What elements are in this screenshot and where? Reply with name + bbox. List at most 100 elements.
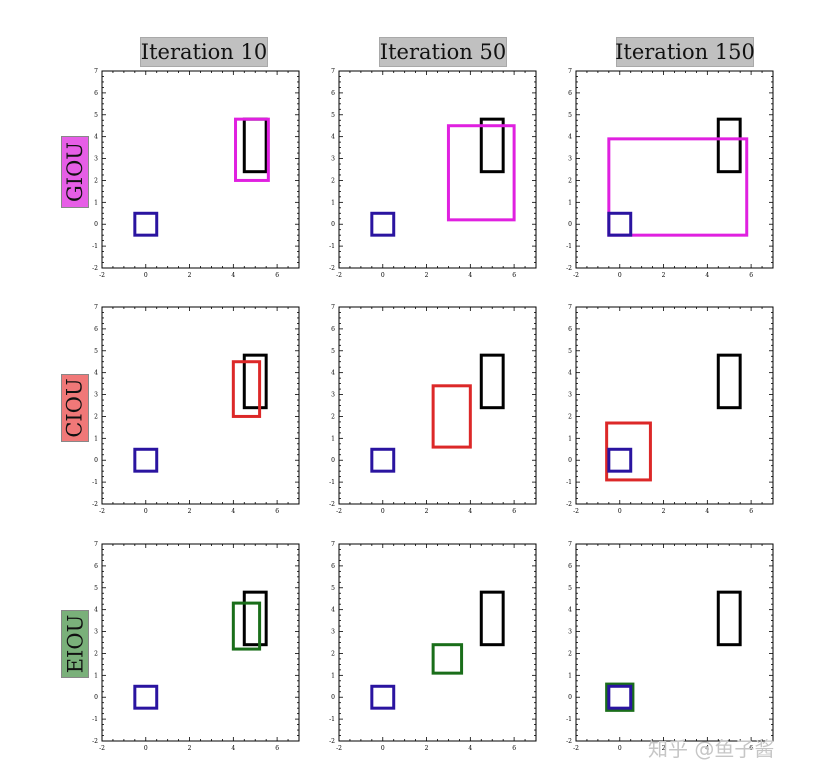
x-tick-label: 4 — [468, 272, 472, 279]
y-tick-label: 4 — [94, 370, 98, 377]
x-tick-label: 6 — [749, 745, 753, 752]
x-tick-label: -2 — [573, 508, 579, 515]
y-tick-label: -2 — [566, 265, 572, 272]
x-tick-label: -2 — [99, 272, 105, 279]
x-tick-label: 6 — [512, 745, 516, 752]
panel-frame — [338, 543, 537, 742]
x-tick-label: 4 — [705, 508, 709, 515]
y-tick-label: -1 — [566, 716, 572, 723]
y-tick-label: 5 — [568, 112, 572, 119]
y-tick-label: 5 — [94, 585, 98, 592]
panel-giou-iteration-150: -2 0 2 4 6 -2 -1 0 1 2 3 4 5 6 7 — [566, 68, 774, 279]
y-tick-label: 6 — [331, 326, 335, 333]
x-tick-label: 4 — [705, 745, 709, 752]
y-tick-label: 3 — [568, 392, 572, 399]
panel-giou-iteration-50: -2 0 2 4 6 -2 -1 0 1 2 3 4 5 6 7 — [329, 68, 537, 279]
anchor-box — [370, 684, 396, 710]
anchor-box — [607, 684, 633, 710]
x-tick-label: 4 — [231, 745, 235, 752]
x-tick-label: 2 — [662, 745, 666, 752]
y-tick-label: -1 — [92, 479, 98, 486]
panel-eiou-iteration-10: -2 0 2 4 6 -2 -1 0 1 2 3 4 5 6 7 — [92, 541, 300, 752]
anchor-box — [370, 211, 396, 237]
x-tick-label: -2 — [573, 272, 579, 279]
y-tick-label: 3 — [568, 156, 572, 163]
y-tick-label: 2 — [331, 650, 335, 657]
y-tick-label: 5 — [331, 112, 335, 119]
x-tick-label: -2 — [99, 745, 105, 752]
y-tick-label: 4 — [331, 607, 335, 614]
y-tick-label: 4 — [568, 134, 572, 141]
y-tick-label: 7 — [331, 68, 335, 75]
x-tick-label: 4 — [231, 508, 235, 515]
y-tick-label: 1 — [331, 199, 335, 206]
y-tick-label: 1 — [568, 672, 572, 679]
y-tick-label: 4 — [331, 134, 335, 141]
x-tick-label: 2 — [662, 508, 666, 515]
y-tick-label: 5 — [94, 112, 98, 119]
y-tick-label: 6 — [331, 90, 335, 97]
y-tick-label: 1 — [568, 435, 572, 442]
target-box — [716, 353, 742, 410]
y-tick-label: 2 — [331, 177, 335, 184]
watermark: 知乎 @鱼子酱 — [648, 737, 775, 761]
panel-ciou-iteration-50: -2 0 2 4 6 -2 -1 0 1 2 3 4 5 6 7 — [329, 304, 537, 515]
y-tick-label: 7 — [94, 541, 98, 548]
x-tick-label: 0 — [618, 508, 622, 515]
y-tick-label: 4 — [331, 370, 335, 377]
y-tick-label: -1 — [566, 243, 572, 250]
row-title-giou: GIOU — [61, 136, 89, 208]
y-tick-label: 5 — [94, 348, 98, 355]
y-tick-label: -1 — [92, 716, 98, 723]
y-tick-label: 3 — [331, 156, 335, 163]
x-tick-label: 6 — [512, 508, 516, 515]
y-tick-label: 3 — [94, 156, 98, 163]
y-tick-label: 5 — [331, 585, 335, 592]
y-tick-label: 2 — [331, 413, 335, 420]
y-tick-label: 4 — [94, 134, 98, 141]
x-tick-label: 4 — [468, 745, 472, 752]
y-tick-label: 3 — [94, 392, 98, 399]
panel-eiou-iteration-150: -2 0 2 4 6 -2 -1 0 1 2 3 4 5 6 7 — [566, 541, 774, 752]
predicted-box — [431, 643, 464, 675]
y-tick-label: 7 — [568, 68, 572, 75]
x-tick-label: 2 — [188, 745, 192, 752]
predicted-box — [446, 124, 516, 222]
y-tick-label: 1 — [331, 435, 335, 442]
y-tick-label: 0 — [331, 694, 335, 701]
y-tick-label: 1 — [94, 672, 98, 679]
x-tick-label: -2 — [336, 508, 342, 515]
target-box — [242, 117, 268, 174]
y-tick-label: -2 — [92, 501, 98, 508]
y-tick-label: -1 — [329, 479, 335, 486]
predicted-box — [605, 421, 652, 482]
target-box — [242, 590, 268, 647]
y-tick-label: 5 — [568, 585, 572, 592]
y-tick-label: 6 — [568, 563, 572, 570]
x-tick-label: 6 — [275, 508, 279, 515]
y-tick-label: 1 — [94, 435, 98, 442]
target-box — [479, 117, 505, 174]
panel-eiou-iteration-50: -2 0 2 4 6 -2 -1 0 1 2 3 4 5 6 7 — [329, 541, 537, 752]
predicted-box — [231, 601, 262, 651]
y-tick-label: 4 — [94, 607, 98, 614]
y-tick-label: 2 — [94, 413, 98, 420]
anchor-box — [133, 211, 159, 237]
panel-frame — [338, 70, 537, 269]
y-tick-label: 7 — [568, 541, 572, 548]
y-tick-label: 0 — [568, 694, 572, 701]
x-tick-label: 0 — [144, 272, 148, 279]
x-tick-label: 6 — [512, 272, 516, 279]
y-tick-label: -2 — [92, 738, 98, 745]
x-tick-label: -2 — [336, 272, 342, 279]
y-tick-label: 1 — [331, 672, 335, 679]
predicted-box — [234, 117, 270, 182]
x-tick-label: 6 — [749, 508, 753, 515]
y-tick-label: 2 — [94, 177, 98, 184]
y-tick-label: -1 — [329, 716, 335, 723]
y-tick-label: 6 — [568, 90, 572, 97]
y-tick-label: -2 — [329, 501, 335, 508]
anchor-box — [607, 211, 633, 237]
y-tick-label: 0 — [94, 457, 98, 464]
